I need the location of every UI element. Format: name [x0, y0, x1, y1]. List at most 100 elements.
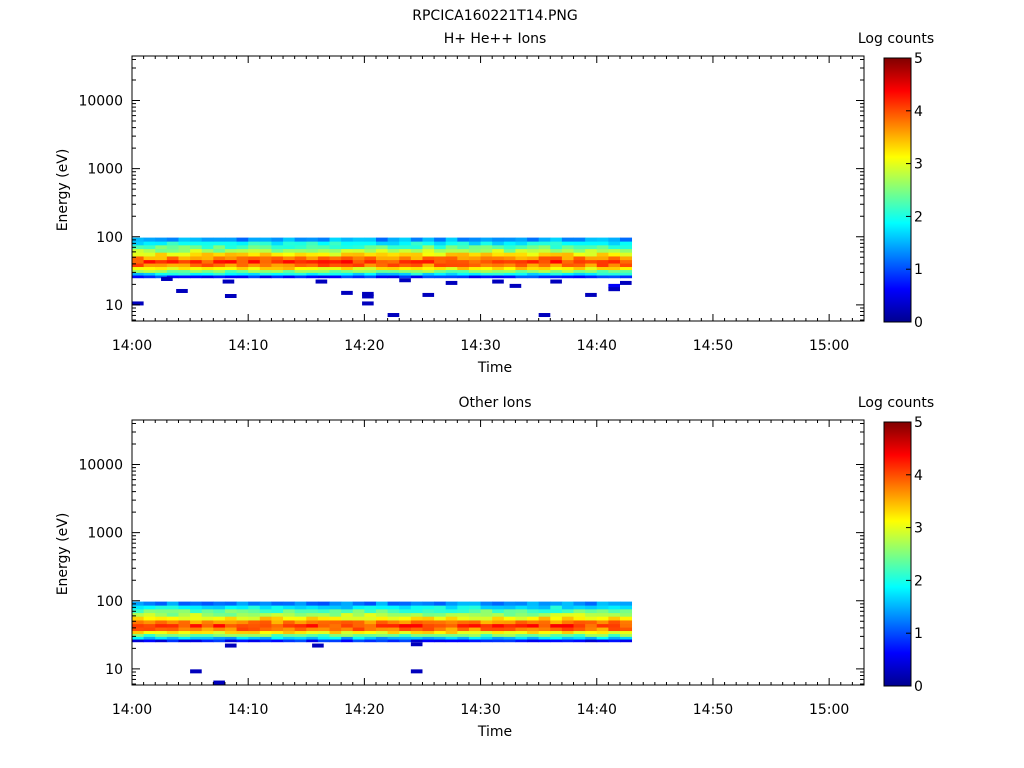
heatmap-cell: [468, 260, 481, 264]
heatmap-cell: [294, 631, 307, 635]
heatmap-sparse-cell: [341, 290, 353, 295]
heatmap-cell: [294, 263, 307, 268]
heatmap-cell: [434, 245, 447, 250]
x-tick-label: 14:50: [693, 702, 733, 718]
heatmap-cell: [364, 245, 377, 250]
heatmap-cell: [527, 639, 540, 643]
heatmap-cell: [236, 260, 249, 264]
heatmap-cell: [538, 241, 551, 246]
heatmap-cell: [352, 627, 365, 632]
heatmap-cell: [236, 237, 249, 243]
heatmap-cell: [492, 601, 505, 607]
heatmap-cell: [561, 616, 574, 621]
heatmap-cell: [480, 272, 493, 276]
heatmap-cell: [550, 256, 563, 261]
heatmap-cell: [166, 624, 179, 628]
heatmap-cell: [224, 624, 237, 628]
heatmap-cell: [294, 237, 307, 243]
heatmap-cell: [457, 631, 470, 635]
heatmap-cell: [224, 249, 237, 254]
heatmap-cell: [236, 631, 249, 635]
heatmap-cell: [132, 237, 145, 243]
heatmap-cell: [503, 601, 516, 607]
heatmap-cell: [306, 237, 319, 243]
heatmap-cell: [190, 275, 203, 279]
heatmap-cell: [503, 249, 516, 254]
heatmap-cell: [527, 263, 540, 268]
heatmap-cell: [503, 275, 516, 279]
heatmap-cell: [201, 275, 214, 279]
heatmap-sparse-cell: [362, 301, 374, 306]
heatmap-cell: [271, 263, 284, 268]
heatmap-cell: [283, 237, 296, 243]
heatmap-cell: [399, 627, 412, 632]
heatmap-cell: [376, 616, 389, 621]
heatmap-cell: [434, 249, 447, 254]
heatmap-cell: [573, 272, 586, 276]
heatmap-cell: [585, 634, 598, 638]
heatmap-cell: [178, 609, 191, 614]
heatmap-cell: [480, 260, 493, 264]
heatmap-cell: [410, 252, 423, 257]
heatmap-cell: [329, 627, 342, 632]
heatmap-cell: [224, 252, 237, 257]
heatmap-cell: [283, 260, 296, 264]
heatmap-cell: [585, 616, 598, 621]
heatmap-sparse-cell: [585, 292, 597, 297]
heatmap-cell: [492, 624, 505, 628]
heatmap-cell: [155, 613, 168, 618]
heatmap-cell: [294, 605, 307, 610]
heatmap-cell: [410, 263, 423, 268]
heatmap-cell: [352, 616, 365, 621]
heatmap-cell: [352, 601, 365, 607]
heatmap-cell: [468, 609, 481, 614]
heatmap-cell: [166, 631, 179, 635]
heatmap-cell: [178, 245, 191, 250]
heatmap-cell: [201, 601, 214, 607]
heatmap-cell: [132, 263, 145, 268]
colorbar-axis: 0 1 2 3 4 5: [906, 51, 923, 331]
heatmap-cell: [561, 249, 574, 254]
heatmap-cell: [550, 260, 563, 264]
heatmap-cell: [271, 260, 284, 264]
heatmap-cell: [608, 613, 621, 618]
heatmap-cell: [620, 627, 633, 632]
heatmap-cell: [515, 627, 528, 632]
heatmap-cell: [155, 237, 168, 243]
heatmap-cell: [166, 252, 179, 257]
heatmap-cell: [515, 241, 528, 246]
heatmap-cell: [143, 260, 156, 264]
heatmap-cell: [166, 627, 179, 632]
heatmap-sparse-cell: [399, 278, 411, 283]
heatmap-cell: [503, 631, 516, 635]
heatmap-cell: [457, 267, 470, 271]
heatmap-cell: [341, 620, 354, 625]
heatmap-cell: [422, 267, 435, 271]
heatmap-cell: [132, 252, 145, 257]
heatmap-cell: [468, 252, 481, 257]
heatmap-cell: [585, 636, 598, 640]
heatmap-cell: [492, 639, 505, 643]
heatmap-cell: [376, 275, 389, 279]
heatmap-cell: [341, 241, 354, 246]
heatmap-cell: [387, 634, 400, 638]
heatmap-cell: [190, 601, 203, 607]
heatmap-cell: [527, 237, 540, 243]
heatmap-cell: [387, 270, 400, 274]
heatmap-cell: [178, 267, 191, 271]
heatmap-cell: [457, 609, 470, 614]
heatmap-cell: [538, 634, 551, 638]
heatmap-cell: [596, 620, 609, 625]
heatmap-cell: [259, 639, 272, 643]
heatmap-cell: [213, 616, 226, 621]
heatmap-cell: [329, 270, 342, 274]
heatmap-cell: [306, 609, 319, 614]
heatmap-cell: [352, 241, 365, 246]
heatmap-cell: [376, 249, 389, 254]
heatmap-cell: [515, 267, 528, 271]
heatmap-cell: [550, 616, 563, 621]
heatmap-cell: [155, 631, 168, 635]
heatmap-cell: [492, 631, 505, 635]
x-axis-label: Time: [477, 724, 512, 740]
heatmap-cell: [317, 634, 330, 638]
